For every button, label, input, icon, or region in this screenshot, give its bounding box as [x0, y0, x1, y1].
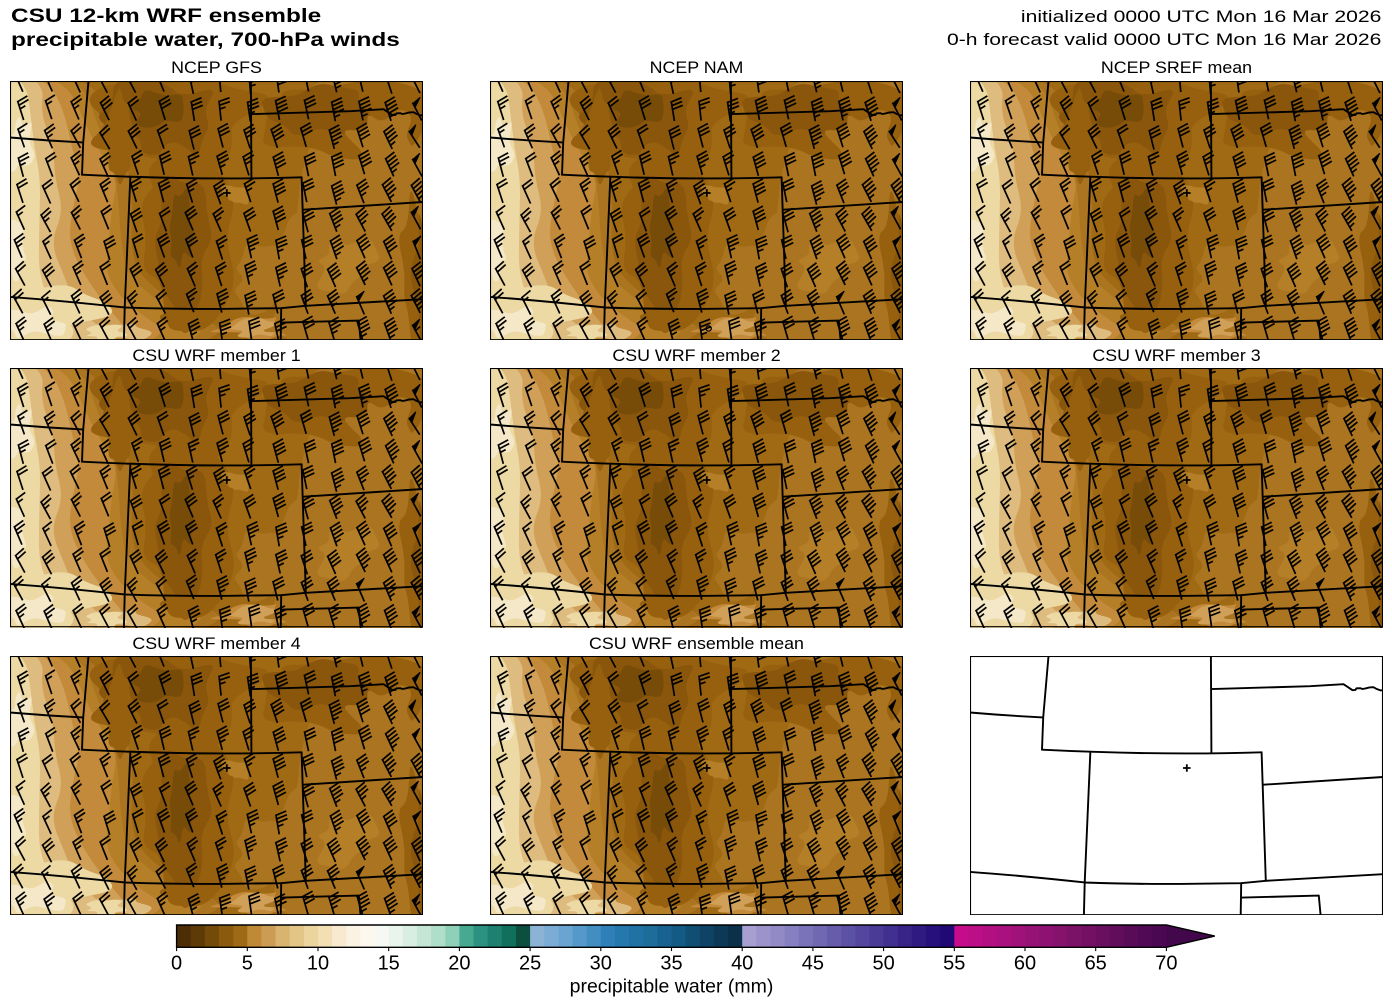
svg-text:30: 30: [590, 953, 612, 975]
svg-text:45: 45: [802, 953, 824, 975]
svg-text:5: 5: [242, 953, 253, 975]
svg-text:10: 10: [307, 953, 329, 975]
svg-text:55: 55: [943, 953, 965, 975]
svg-text:0: 0: [171, 953, 182, 975]
svg-text:65: 65: [1085, 953, 1107, 975]
svg-text:40: 40: [731, 953, 753, 975]
svg-text:35: 35: [660, 953, 682, 975]
svg-text:20: 20: [448, 953, 470, 975]
svg-text:precipitable water (mm): precipitable water (mm): [570, 976, 774, 998]
svg-text:50: 50: [872, 953, 894, 975]
svg-text:25: 25: [519, 953, 541, 975]
svg-text:15: 15: [378, 953, 400, 975]
svg-text:70: 70: [1155, 953, 1177, 975]
svg-text:60: 60: [1014, 953, 1036, 975]
